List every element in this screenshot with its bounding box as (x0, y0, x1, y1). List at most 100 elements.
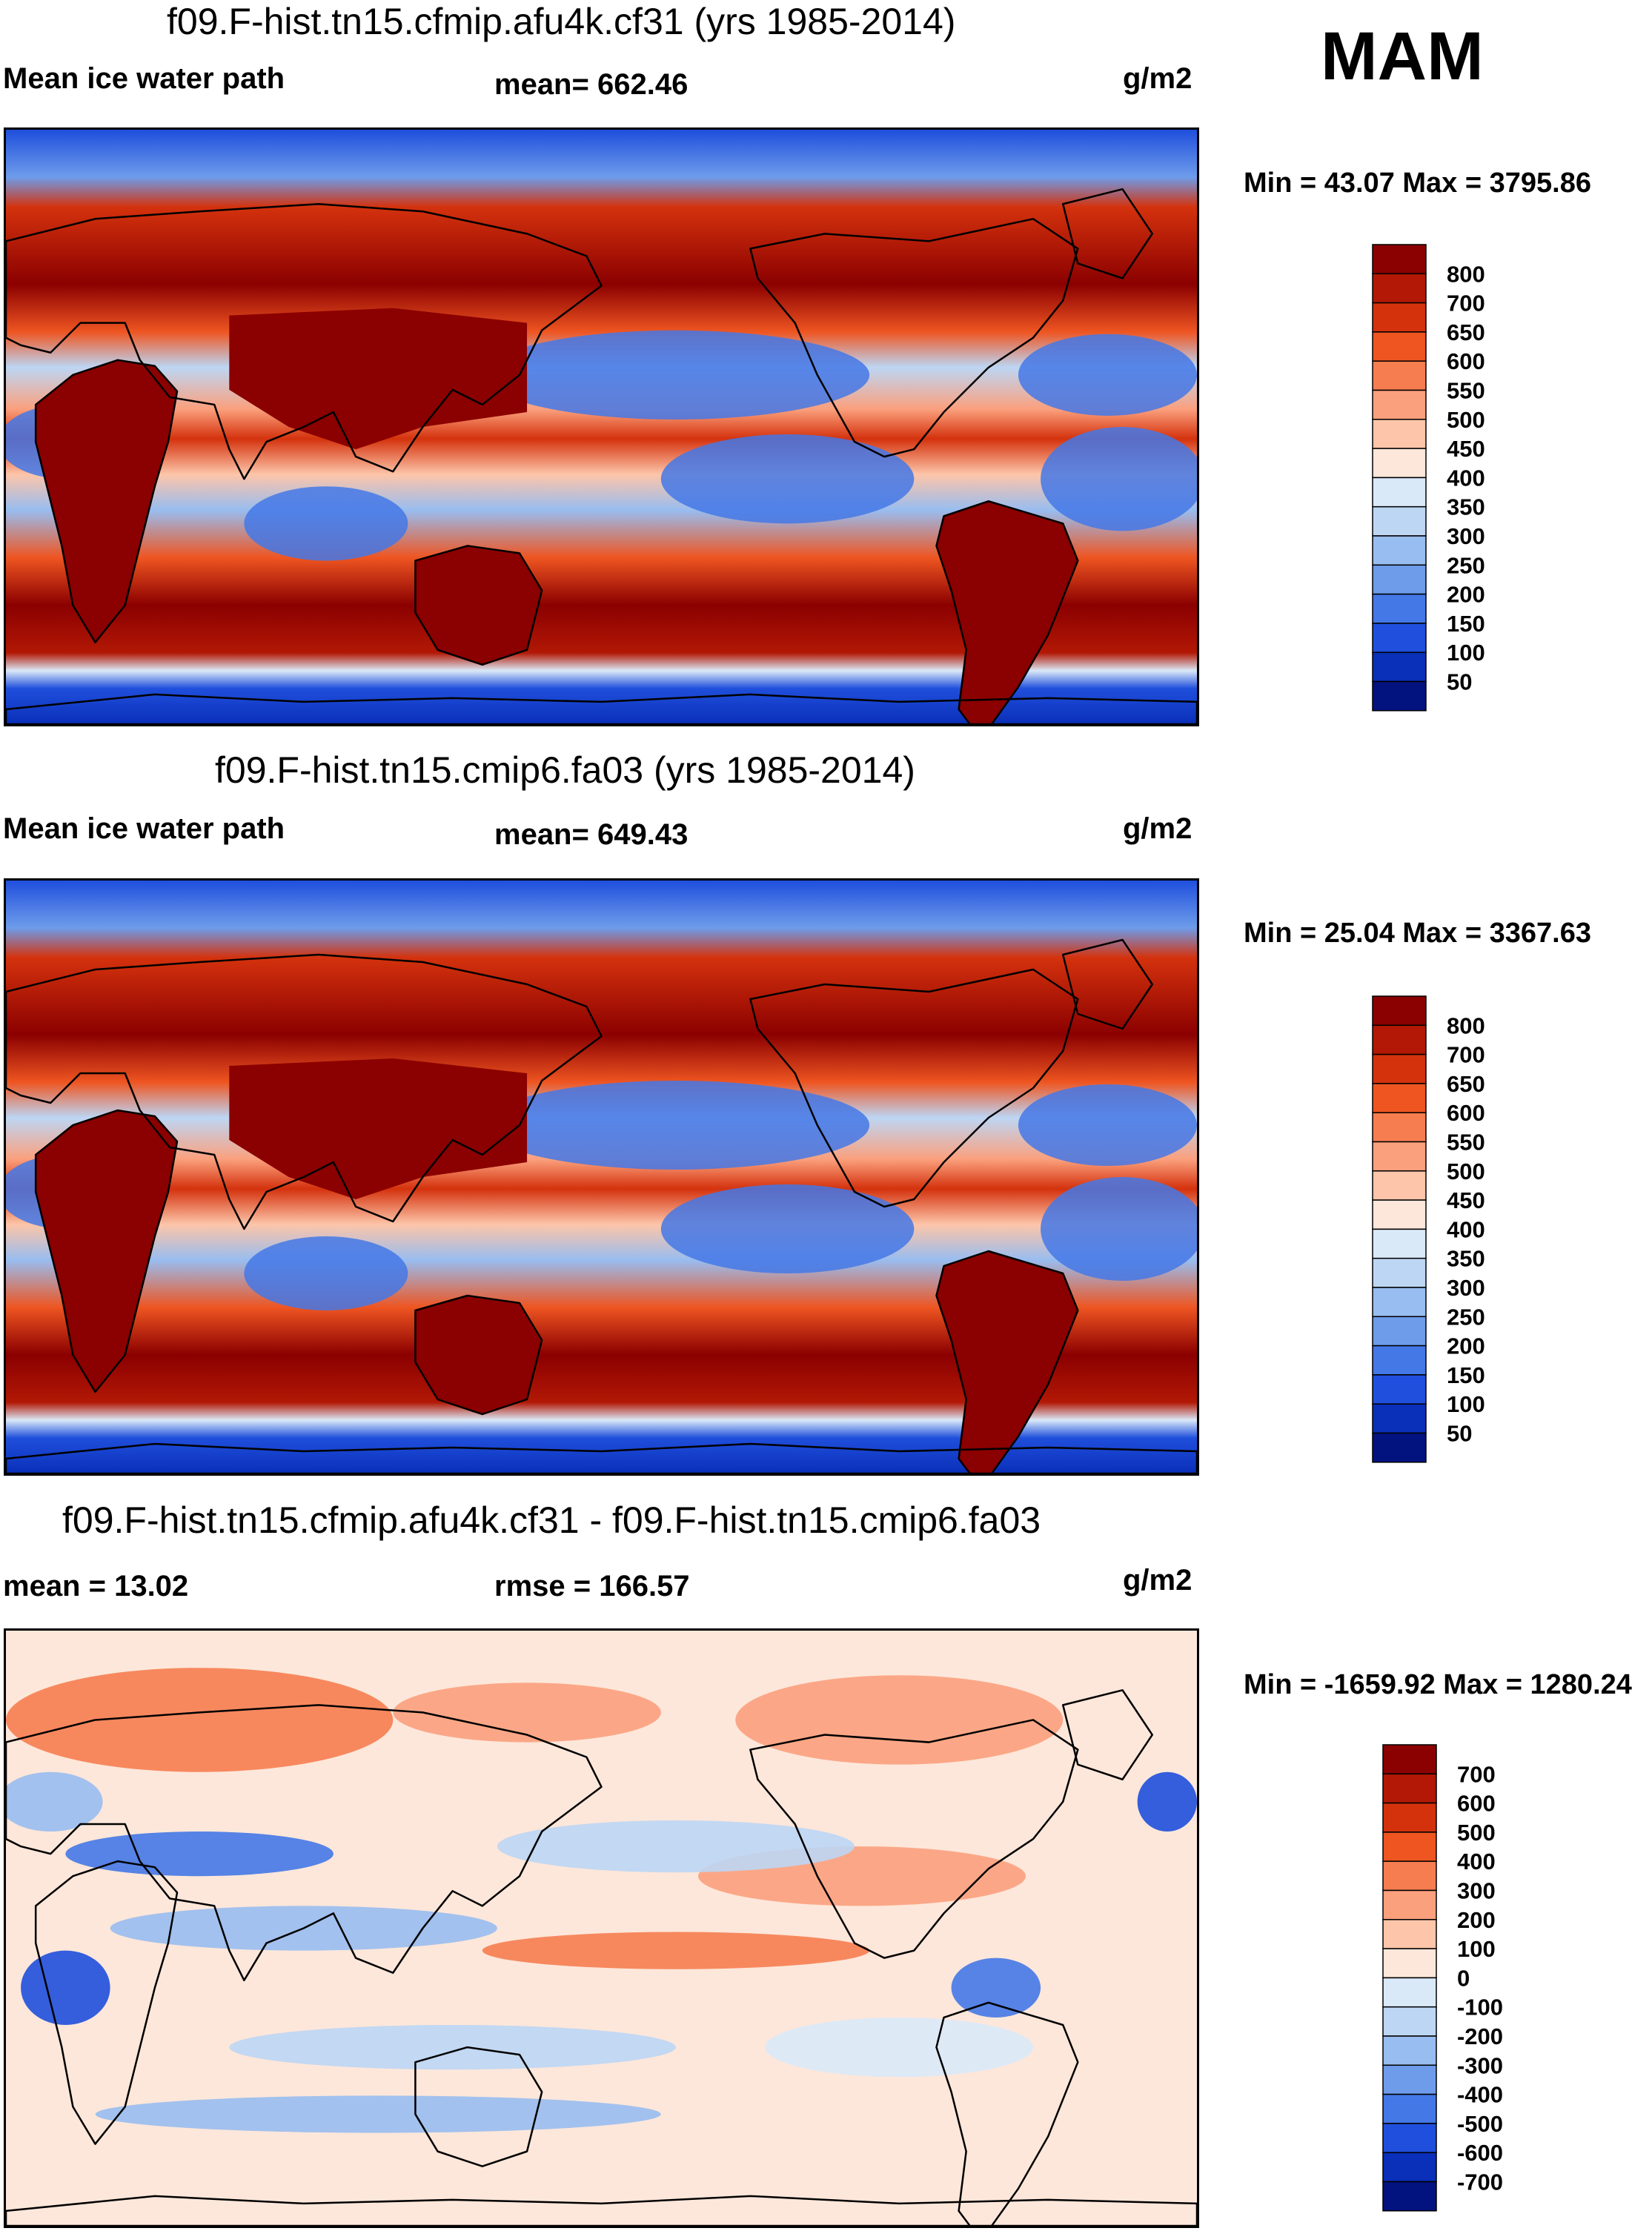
colorbar-swatch (1382, 2181, 1437, 2212)
colorbar-tick-label: 100 (1447, 640, 1485, 666)
colorbar-swatch (1382, 1831, 1437, 1862)
colorbar-swatch (1382, 1773, 1437, 1804)
colorbar-tick-label: 0 (1457, 1965, 1470, 1991)
colorbar-swatch (1382, 2152, 1437, 2183)
colorbar-tick-label: 800 (1447, 261, 1485, 287)
colorbar-tick-label: 400 (1447, 465, 1485, 491)
colorbar-tick-label: 600 (1447, 1100, 1485, 1126)
colorbar-tick-label: 250 (1447, 1304, 1485, 1330)
colorbar-tick-label: 200 (1447, 1333, 1485, 1359)
colorbar-swatch (1372, 1053, 1427, 1084)
colorbar-tick-label: 400 (1447, 1216, 1485, 1242)
colorbar-swatch (1372, 1024, 1427, 1055)
colorbar-swatch (1372, 1141, 1427, 1172)
colorbar-tick-label: 200 (1447, 582, 1485, 608)
colorbar-swatch (1372, 389, 1427, 420)
colorbar-tick-label: 500 (1447, 1158, 1485, 1184)
colorbar-swatch (1372, 302, 1427, 333)
panel-3-minmax: Min = -1659.92 Max = 1280.24 (1244, 1669, 1632, 1700)
colorbar-tick-label: 600 (1457, 1791, 1496, 1817)
colorbar-swatch (1382, 2035, 1437, 2066)
colorbar-tick-label: -700 (1457, 2169, 1503, 2195)
colorbar-swatch (1382, 2064, 1437, 2095)
season-label: MAM (1321, 19, 1484, 94)
colorbar-swatch (1372, 652, 1427, 683)
panel-3-map (4, 1628, 1199, 2228)
colorbar-tick-label: 450 (1447, 436, 1485, 462)
colorbar-tick-label: 650 (1447, 319, 1485, 345)
colorbar-swatch (1372, 360, 1427, 391)
colorbar-swatch (1382, 1860, 1437, 1892)
colorbar-swatch (1372, 1228, 1427, 1259)
colorbar-tick-label: -400 (1457, 2082, 1503, 2108)
colorbar-tick-label: 200 (1457, 1907, 1496, 1933)
colorbar-swatch (1382, 2123, 1437, 2153)
colorbar-swatch (1372, 1432, 1427, 1463)
colorbar-swatch (1372, 419, 1427, 449)
colorbar-swatch (1382, 2006, 1437, 2037)
colorbar-swatch (1372, 1287, 1427, 1318)
colorbar-tick-label: 50 (1447, 1420, 1472, 1446)
colorbar-swatch (1372, 535, 1427, 566)
colorbar-tick-label: 600 (1447, 348, 1485, 374)
colorbar-tick-label: 400 (1457, 1849, 1496, 1874)
colorbar-swatch (1372, 1316, 1427, 1347)
colorbar-tick-label: 50 (1447, 669, 1472, 695)
colorbar-swatch (1372, 505, 1427, 537)
colorbar-swatch (1372, 477, 1427, 508)
colorbar-tick-label: 700 (1457, 1761, 1496, 1787)
colorbar-tick-label: 100 (1457, 1936, 1496, 1962)
colorbar-tick-label: 700 (1447, 291, 1485, 316)
colorbar-swatch (1382, 1948, 1437, 1979)
colorbar-swatch (1382, 1744, 1437, 1775)
colorbar-tick-label: 300 (1447, 1275, 1485, 1301)
colorbar-swatch (1382, 1889, 1437, 1920)
panel-3-rmse-label: rmse = 166.57 (494, 1570, 690, 1602)
colorbar-tick-label: -100 (1457, 1995, 1503, 2021)
colorbar-swatch (1372, 448, 1427, 479)
colorbar-tick-label: 500 (1447, 407, 1485, 433)
colorbar-swatch (1372, 1170, 1427, 1201)
colorbar-tick-label: -500 (1457, 2111, 1503, 2137)
colorbar-swatch (1372, 331, 1427, 362)
panel-3-units: g/m2 (1123, 1564, 1192, 1597)
colorbar-swatch (1382, 1919, 1437, 1949)
colorbar-swatch (1372, 995, 1427, 1027)
colorbar-tick-label: 300 (1457, 1877, 1496, 1903)
colorbar-tick-label: 550 (1447, 1129, 1485, 1155)
colorbar-tick-label: 700 (1447, 1042, 1485, 1068)
colorbar-swatch (1372, 1403, 1427, 1434)
panel-3-title: f09.F-hist.tn15.cfmip.afu4k.cf31 - f09.F… (62, 1499, 1041, 1541)
colorbar-swatch (1372, 1083, 1427, 1113)
colorbar-swatch (1382, 1977, 1437, 2008)
panel-2-title: f09.F-hist.tn15.cmip6.fa03 (yrs 1985-201… (215, 749, 915, 791)
colorbar-swatch (1372, 1345, 1427, 1376)
colorbar-swatch (1372, 623, 1427, 653)
colorbar-tick-label: 650 (1447, 1071, 1485, 1097)
panel-3-mean-label: mean = 13.02 (3, 1570, 189, 1602)
colorbar-tick-label: 800 (1447, 1012, 1485, 1038)
colorbar-tick-label: -300 (1457, 2052, 1503, 2078)
colorbar-tick-label: -600 (1457, 2140, 1503, 2166)
panel-2-minmax: Min = 25.04 Max = 3367.63 (1244, 918, 1591, 949)
panel-2-colorbar: 800 700 650 600 550 500 450 400 350 300 250 200 150 1… (1371, 995, 1564, 1464)
colorbar-tick-label: 350 (1447, 1246, 1485, 1272)
colorbar-tick-label: 350 (1447, 494, 1485, 520)
colorbar-tick-label: 550 (1447, 377, 1485, 403)
colorbar-tick-label: 100 (1447, 1391, 1485, 1417)
colorbar-tick-label: 300 (1447, 523, 1485, 549)
colorbar-swatch (1372, 1374, 1427, 1405)
panel-1-title: f09.F-hist.tn15.cfmip.afu4k.cf31 (yrs 19… (167, 1, 956, 42)
panel-3-colorbar: 700 600 500 400 300 200 100 0 -100 -200 -300 -400 -5… (1381, 1743, 1574, 2212)
panel-2-units: g/m2 (1123, 812, 1192, 845)
panel-2-mean-label: mean= 649.43 (494, 818, 689, 851)
colorbar-tick-label: 500 (1457, 1820, 1496, 1846)
colorbar-swatch (1382, 1802, 1437, 1833)
colorbar-tick-label: 150 (1447, 1362, 1485, 1388)
colorbar-swatch (1372, 564, 1427, 595)
panel-1-minmax: Min = 43.07 Max = 3795.86 (1244, 168, 1591, 199)
colorbar-swatch (1382, 2093, 1437, 2124)
panel-1-mean-label: mean= 662.46 (494, 68, 689, 101)
colorbar-tick-label: 250 (1447, 552, 1485, 578)
colorbar-swatch (1372, 1257, 1427, 1288)
